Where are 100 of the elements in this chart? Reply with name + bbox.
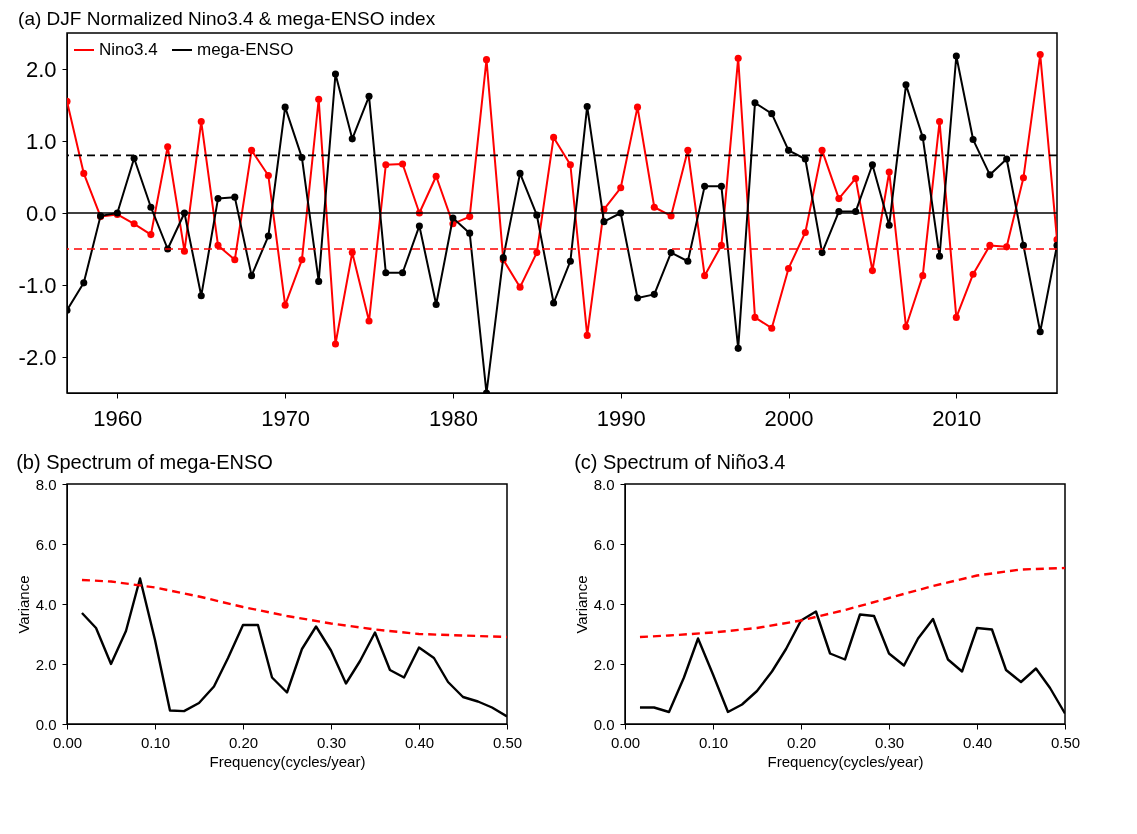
point — [331, 340, 340, 348]
point — [214, 195, 222, 203]
x-tick-label: 1970 — [261, 405, 311, 431]
point — [768, 324, 776, 332]
point — [516, 283, 524, 291]
point — [902, 323, 910, 331]
y-tick-label: 6.0 — [593, 535, 615, 553]
x-tick-label: 0.30 — [874, 733, 905, 751]
point — [147, 203, 155, 211]
point — [130, 154, 138, 162]
y-tick-label: 1.0 — [25, 128, 57, 154]
point — [734, 54, 742, 62]
x-tick-label: 0.50 — [492, 733, 523, 751]
point — [248, 146, 256, 154]
x-tick-label: 1980 — [428, 405, 478, 431]
point — [231, 256, 239, 264]
point — [986, 241, 994, 249]
legend-label: mega-ENSO — [197, 40, 294, 59]
point — [684, 146, 692, 154]
point — [415, 222, 423, 230]
point — [617, 184, 625, 192]
point — [936, 118, 944, 126]
point — [583, 102, 591, 110]
y-tick-label: 6.0 — [35, 535, 57, 553]
x-axis-title: Frequency(cycles/year) — [767, 752, 924, 770]
point — [214, 241, 222, 249]
point — [969, 136, 977, 144]
point — [264, 172, 272, 180]
x-tick-label: 0.50 — [1050, 733, 1081, 751]
point — [566, 257, 574, 265]
point — [482, 56, 491, 64]
point — [667, 249, 675, 257]
point — [986, 171, 994, 179]
line-series — [638, 566, 1065, 639]
point — [80, 279, 88, 287]
point — [734, 344, 742, 352]
x-tick-label: 1990 — [596, 405, 646, 431]
point — [868, 267, 876, 275]
point — [701, 272, 709, 280]
y-tick-label: 2.0 — [35, 655, 57, 673]
point — [784, 146, 793, 154]
point — [365, 92, 373, 100]
point — [1019, 174, 1027, 182]
y-tick-label: 0.0 — [35, 715, 57, 733]
chart-title: (a) DJF Normalized Nino3.4 & mega-ENSO index — [18, 8, 436, 29]
y-tick-label: 0.0 — [593, 715, 615, 733]
x-tick-label: 0.10 — [140, 733, 171, 751]
point — [432, 300, 440, 308]
point — [919, 272, 927, 280]
point — [852, 174, 860, 182]
point — [550, 299, 558, 307]
point — [868, 161, 876, 169]
point — [382, 161, 390, 169]
point — [281, 103, 289, 111]
x-tick-label: 0.40 — [404, 733, 435, 751]
point — [231, 193, 239, 201]
point — [315, 95, 323, 103]
point — [801, 155, 809, 163]
point — [885, 221, 893, 229]
point — [449, 214, 457, 222]
point — [550, 133, 558, 141]
point — [298, 256, 306, 264]
y-tick-label: 2.0 — [593, 655, 615, 673]
y-tick-label: 4.0 — [593, 595, 615, 613]
point — [969, 270, 977, 278]
point — [1036, 328, 1044, 336]
point — [164, 143, 172, 151]
point — [751, 99, 759, 107]
point — [902, 81, 910, 89]
point — [147, 231, 155, 239]
point — [1036, 51, 1044, 59]
y-tick-label: 2.0 — [25, 56, 57, 82]
point — [130, 220, 138, 228]
point — [952, 52, 960, 60]
point — [1003, 155, 1011, 163]
point — [701, 182, 709, 190]
point — [281, 301, 289, 309]
x-tick-label: 2000 — [764, 405, 814, 431]
point — [197, 118, 205, 126]
y-tick-label: -2.0 — [18, 344, 57, 370]
x-tick-label: 0.30 — [316, 733, 347, 751]
point — [583, 331, 591, 339]
x-tick-label: 0.20 — [786, 733, 817, 751]
point — [835, 195, 843, 203]
y-tick-label: 8.0 — [593, 475, 615, 493]
point — [801, 228, 809, 236]
point — [382, 269, 390, 277]
x-tick-label: 0.10 — [698, 733, 729, 751]
point — [650, 290, 658, 298]
x-tick-label: 2010 — [932, 405, 982, 431]
y-axis-title: Variance — [572, 575, 590, 634]
point — [298, 154, 306, 162]
x-tick-label: 1960 — [93, 405, 143, 431]
point — [197, 292, 205, 300]
point — [331, 70, 340, 78]
point — [818, 146, 826, 154]
point — [466, 229, 474, 237]
point — [516, 169, 524, 177]
point — [751, 313, 759, 321]
x-axis-title: Frequency(cycles/year) — [209, 752, 366, 770]
